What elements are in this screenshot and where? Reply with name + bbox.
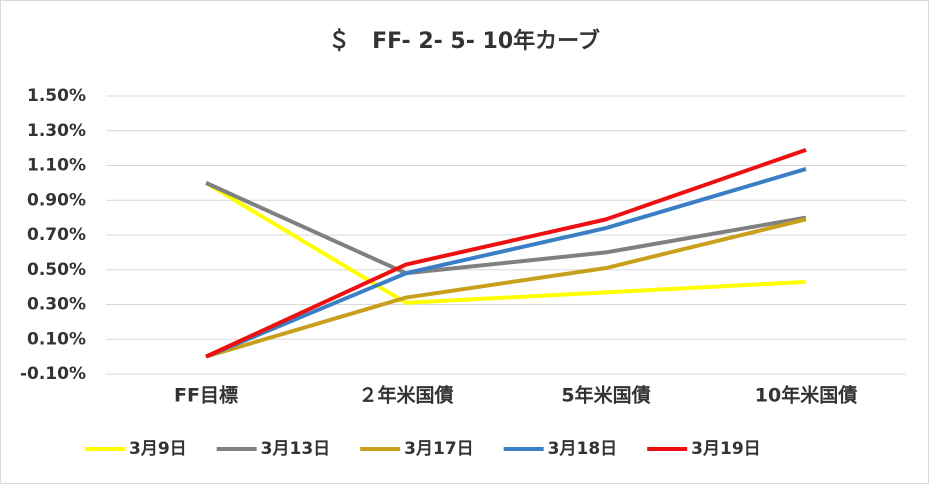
x-tick-label: ２年米国債 [358,384,453,407]
series-line [204,181,807,305]
x-tick-label: 10年米国債 [755,384,857,407]
series-line [205,181,807,276]
legend-label: 3月17日 [404,439,474,459]
y-tick-label: 0.10% [27,329,86,349]
y-tick-label: 1.50% [27,86,86,106]
y-tick-label: -0.10% [20,364,86,384]
y-tick-label: 0.30% [27,295,86,315]
legend-label: 3月18日 [548,439,618,459]
legend-label: 3月9日 [129,439,187,459]
chart-title: ＄ FF- 2- 5- 10年カーブ [328,28,600,54]
legend-label: 3月13日 [261,439,331,459]
y-tick-label: 0.90% [27,190,86,210]
series-line [205,217,807,359]
y-tick-label: 0.70% [27,225,86,245]
series-line [205,147,807,359]
y-tick-label: 1.10% [27,156,86,176]
x-tick-label: 5年米国債 [561,384,650,407]
legend-label: 3月19日 [691,439,761,459]
series-line [205,167,807,359]
x-tick-label: FF目標 [174,384,238,407]
y-tick-label: 0.50% [27,260,86,280]
y-tick-label: 1.30% [27,121,86,141]
